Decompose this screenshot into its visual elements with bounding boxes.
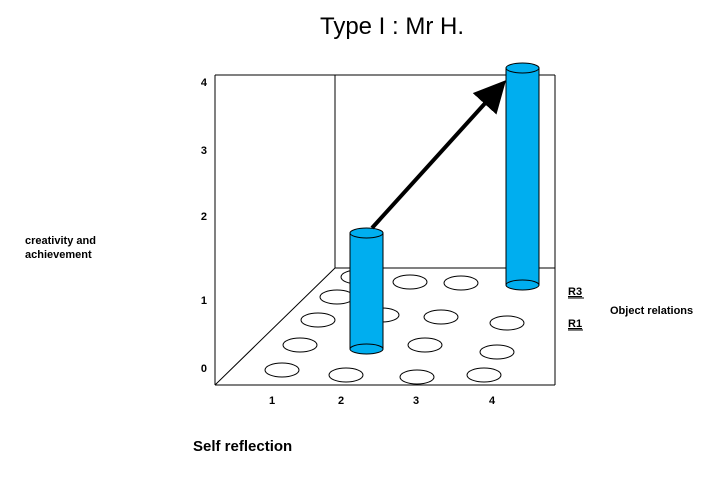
x-tick-label: 3 xyxy=(413,395,419,407)
cylinder xyxy=(505,62,540,291)
y-tick-label: 4 xyxy=(201,77,208,89)
depth-label: R1 xyxy=(568,318,582,330)
x-ticks: 1 2 3 4 xyxy=(269,395,496,407)
depth-label: R3 xyxy=(568,286,582,298)
x-tick-label: 2 xyxy=(338,395,344,407)
y-tick-label: 3 xyxy=(201,145,207,157)
depth-axis-label: Object relations xyxy=(610,305,693,317)
frame xyxy=(214,74,556,386)
x-tick-label: 1 xyxy=(269,395,275,407)
x-tick-label: 4 xyxy=(489,395,496,407)
y-tick-label: 1 xyxy=(201,295,207,307)
title: Type I : Mr H. xyxy=(320,13,464,40)
y-axis-label: creativity and xyxy=(25,235,96,247)
y-ticks: 0 1 2 3 4 xyxy=(201,77,208,375)
cylinder xyxy=(349,227,384,355)
x-axis-label: Self reflection xyxy=(193,438,292,455)
y-tick-label: 2 xyxy=(201,211,207,223)
y-tick-label: 0 xyxy=(201,363,207,375)
floor-spots xyxy=(264,269,525,385)
arrow xyxy=(370,80,507,230)
y-axis-label: achievement xyxy=(25,249,92,261)
